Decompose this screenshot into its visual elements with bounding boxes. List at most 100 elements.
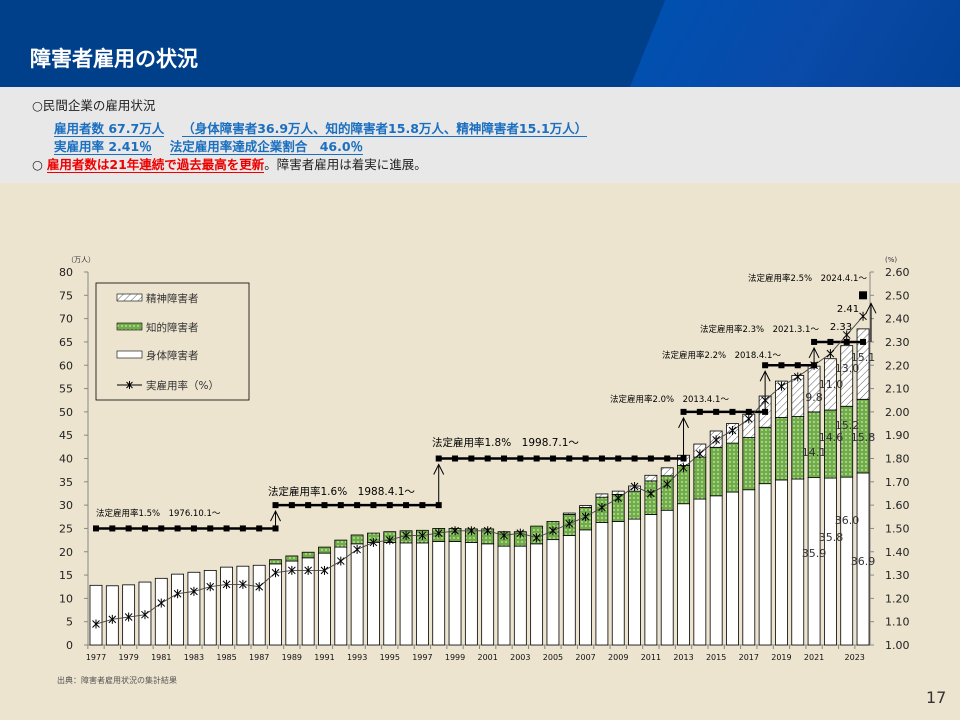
- bar-mental: [775, 380, 788, 418]
- right-tick-label: 1.50: [885, 522, 910, 535]
- data-label-intellectual: 14.1: [802, 446, 827, 459]
- x-tick-label: 2023: [845, 653, 865, 662]
- legal-rate-marker: [762, 362, 769, 369]
- bar-intellectual: [709, 446, 723, 497]
- bar-intellectual: [301, 551, 315, 559]
- legal-rate-marker: [696, 408, 703, 415]
- x-tick-label: 1999: [445, 653, 465, 662]
- actual-rate-marker: [663, 479, 672, 489]
- actual-rate-marker: [418, 530, 427, 540]
- x-tick-label: 2021: [804, 653, 824, 662]
- x-tick-label: 2013: [673, 653, 693, 662]
- legend-swatch-mental: [116, 293, 143, 302]
- bar-physical: [824, 477, 837, 646]
- legal-rate-marker: [680, 408, 687, 415]
- bar-physical: [677, 503, 690, 646]
- right-tick-label: 2.20: [885, 359, 910, 372]
- actual-rate-marker: [190, 586, 198, 596]
- actual-rate-marker: [483, 526, 492, 536]
- bar-physical: [399, 542, 413, 646]
- x-tick-label: 2019: [771, 653, 791, 662]
- legal-rate-marker: [109, 525, 116, 532]
- bar-physical: [660, 509, 674, 646]
- legal-rate-marker: [370, 502, 377, 509]
- legal-rate-annotation: 法定雇用率2.3% 2021.3.1～: [700, 324, 819, 335]
- left-tick-label: 60: [59, 359, 73, 372]
- bar-physical: [644, 514, 658, 646]
- x-tick-label: 1977: [86, 653, 106, 662]
- left-tick-label: 30: [59, 499, 73, 512]
- summary-heading: ○民間企業の雇用状況: [32, 98, 156, 113]
- legal-rate-annotation: 法定雇用率2.2% 2018.4.1～: [662, 350, 781, 361]
- bar-physical: [709, 495, 723, 646]
- legal-rate-marker: [827, 338, 834, 345]
- legend-label: 精神障害者: [146, 292, 199, 305]
- actual-rate-marker: [304, 565, 313, 575]
- legal-rate-marker: [207, 525, 214, 532]
- legal-rate-marker: [272, 502, 279, 509]
- bar-intellectual: [334, 539, 348, 548]
- data-label-mental: 15.1: [851, 351, 876, 364]
- actual-rate-marker: [434, 528, 443, 538]
- bar-physical: [513, 545, 527, 646]
- legend-swatch-physical: [116, 350, 143, 359]
- actual-rate-marker: [451, 526, 459, 536]
- legal-rate-marker: [860, 338, 867, 345]
- x-tick-label: 1989: [282, 653, 302, 662]
- legal-rate-annotation: 法定雇用率1.6% 1988.4.1～: [268, 485, 415, 498]
- right-tick-label: 2.10: [885, 383, 910, 396]
- slide-header: 障害者雇用の状況: [0, 0, 960, 87]
- bar-physical: [628, 518, 641, 646]
- summary-employed-line: 雇用者数 67.7万人 （身体障害者36.9万人、知的障害者15.8万人、精神障害…: [54, 118, 588, 137]
- arrow-head-icon: [678, 416, 689, 429]
- legal-rate-marker: [321, 502, 328, 509]
- progress-text: 。障害者雇用は着実に進展。: [264, 157, 427, 172]
- right-tick-label: 1.60: [885, 499, 910, 512]
- left-tick-label: 45: [59, 429, 73, 442]
- legend-label: 実雇用率（%）: [146, 379, 219, 392]
- legal-rate-marker: [337, 502, 344, 509]
- page-number: 17: [926, 688, 947, 707]
- arrow-head-icon: [865, 302, 877, 314]
- legal-rate-marker: [647, 455, 654, 462]
- bar-physical: [464, 542, 478, 646]
- bar-physical: [579, 529, 592, 646]
- bar-physical: [693, 498, 707, 646]
- actual-rate-marker: [255, 582, 264, 592]
- left-tick-label: 55: [59, 383, 73, 396]
- x-tick-label: 1997: [412, 653, 432, 662]
- x-tick-label: 1983: [184, 653, 204, 662]
- data-label-body: 36.9: [851, 555, 876, 568]
- legend-label: 知的障害者: [146, 321, 199, 334]
- legal-rate-marker: [223, 525, 230, 532]
- legend-box: [95, 282, 250, 401]
- bar-physical: [758, 483, 772, 646]
- page-title: 障害者雇用の状況: [30, 47, 198, 71]
- bar-intellectual: [318, 546, 331, 554]
- right-tick-label: 2.00: [885, 406, 910, 419]
- bar-intellectual: [693, 456, 707, 500]
- legal-rate-marker: [713, 408, 720, 415]
- bar-physical: [415, 542, 429, 646]
- actual-rate-marker: [173, 589, 182, 599]
- bar-physical: [595, 521, 609, 646]
- actual-rate-marker: [108, 614, 117, 624]
- legal-rate-marker: [631, 455, 638, 462]
- actual-rate-marker: [320, 565, 329, 575]
- actual-rate-marker: [549, 526, 557, 536]
- legal-rate-marker: [517, 455, 524, 462]
- actual-rate-marker: [859, 311, 867, 321]
- legal-rate-marker: [239, 525, 246, 532]
- arrow-head-icon: [808, 346, 820, 359]
- right-tick-label: 2.60: [885, 266, 910, 279]
- bar-physical: [448, 541, 462, 646]
- actual-rate-marker: [157, 598, 166, 608]
- bar-mental: [824, 358, 837, 411]
- actual-rate-marker: [92, 619, 100, 629]
- actual-rate-marker: [206, 582, 215, 592]
- actual-rate-marker: [385, 535, 394, 545]
- actual-rate-marker: [842, 330, 851, 340]
- legal-rate-marker: [93, 525, 99, 532]
- actual-rate-marker: [728, 426, 737, 436]
- bar-physical: [89, 584, 103, 646]
